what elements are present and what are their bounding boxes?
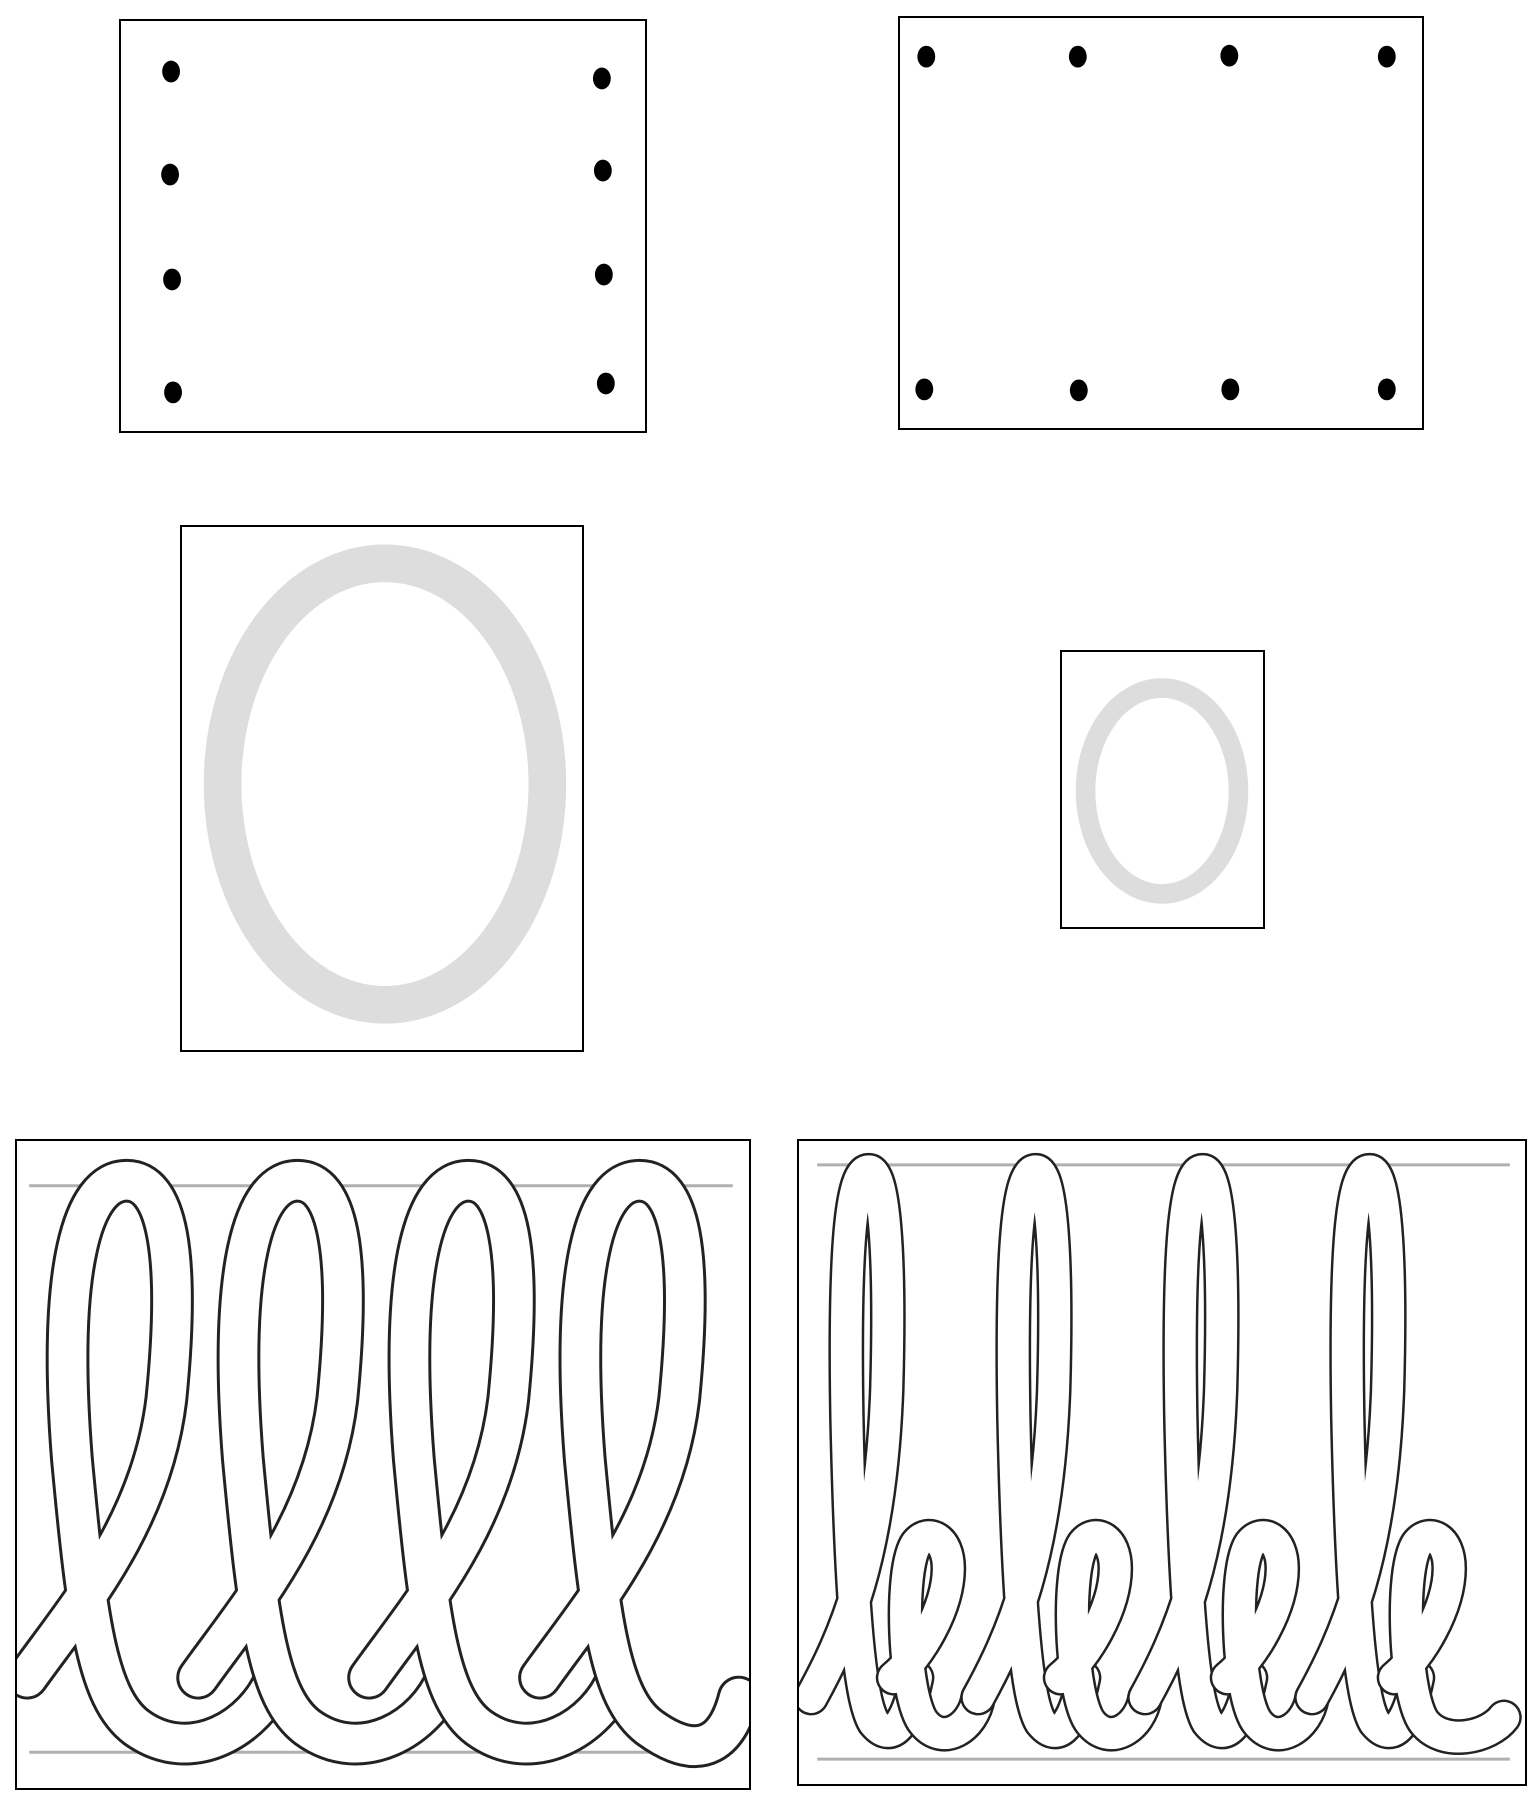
cursive-l-letter [518, 1158, 749, 1768]
large-oval-canvas [203, 544, 567, 1024]
cursive-le-group [960, 1152, 1163, 1752]
large-oval-panel [180, 525, 584, 1052]
vertical-dot-panel [119, 19, 647, 433]
cursive-le-group [1294, 1152, 1522, 1755]
cursive-le-group [1127, 1152, 1330, 1752]
horizontal-dot-panel [898, 16, 1424, 430]
dot [1069, 379, 1088, 402]
cursive-l-letter [17, 1158, 298, 1766]
oval-trace [203, 544, 567, 1024]
dot [161, 163, 179, 186]
cursive-l-canvas [17, 1158, 749, 1768]
cursive-le-panel [797, 1139, 1527, 1786]
dot [1377, 378, 1396, 401]
dot [1068, 45, 1087, 68]
dot [915, 378, 934, 401]
small-oval-canvas [1075, 678, 1249, 904]
dot [162, 60, 180, 83]
dot [596, 372, 615, 395]
cursive-le-group [799, 1152, 997, 1752]
dot [593, 159, 612, 182]
cursive-l-panel [15, 1139, 751, 1790]
dot [594, 263, 613, 286]
cursive-l-letter [347, 1158, 640, 1766]
dot [1377, 45, 1396, 68]
dot [592, 67, 611, 90]
dot [1220, 44, 1239, 67]
dot [917, 45, 936, 68]
dot [163, 268, 181, 291]
small-oval-panel [1060, 650, 1265, 929]
cursive-le-canvas [799, 1152, 1522, 1761]
dot [1221, 378, 1240, 401]
horizontal-dot-canvas [915, 44, 1396, 402]
oval-trace [1075, 678, 1249, 904]
dot [164, 381, 182, 404]
vertical-dot-canvas [161, 60, 615, 404]
cursive-l-letter [176, 1158, 469, 1766]
